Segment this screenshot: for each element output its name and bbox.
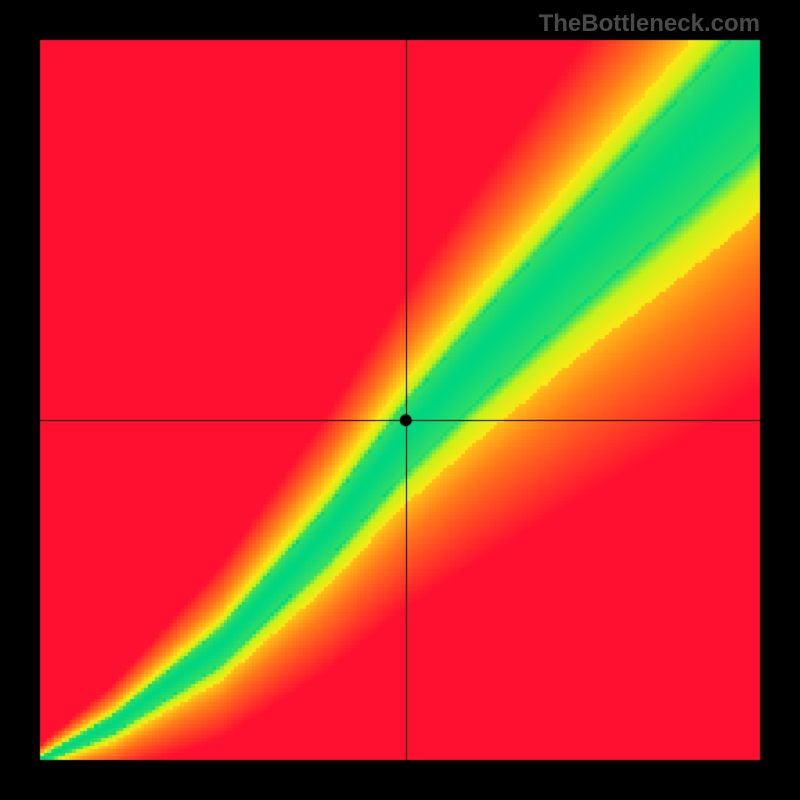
watermark-text: TheBottleneck.com	[539, 10, 760, 38]
chart-container: TheBottleneck.com	[0, 0, 800, 800]
bottleneck-heatmap	[0, 0, 800, 800]
